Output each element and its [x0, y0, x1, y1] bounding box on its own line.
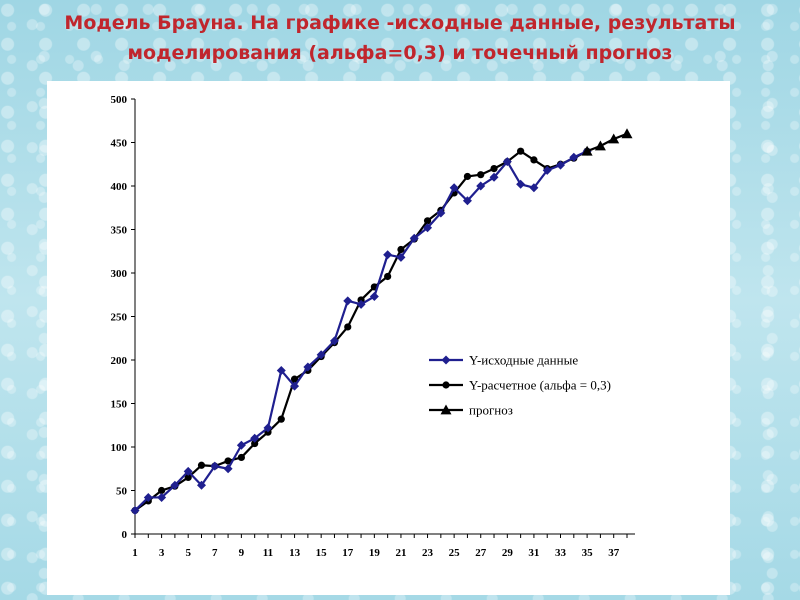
x-tick-label: 3 — [159, 547, 165, 559]
y-tick-label: 150 — [111, 399, 128, 411]
y-tick-label: 350 — [111, 225, 128, 237]
x-tick-label: 15 — [316, 547, 328, 559]
legend-label: Y-расчетное (альфа = 0,3) — [469, 378, 611, 393]
data-point-diamond — [157, 492, 167, 502]
x-tick-label: 23 — [422, 547, 434, 559]
data-point-circle — [384, 272, 392, 281]
x-tick-label: 21 — [395, 547, 406, 559]
data-point-diamond — [183, 466, 193, 476]
data-point-diamond — [436, 208, 446, 218]
data-point-circle — [157, 486, 166, 495]
y-tick-label: 100 — [111, 442, 128, 454]
data-point-triangle — [581, 145, 593, 156]
data-point-diamond — [383, 250, 393, 260]
series-line-0 — [134, 150, 588, 512]
x-tick-label: 5 — [185, 547, 191, 559]
data-point-diamond — [210, 461, 220, 471]
x-tick-label: 13 — [289, 547, 301, 559]
data-point-circle — [423, 217, 432, 225]
chart-panel: 0 50 100 150 200 250 300 350 400 450 500 1 3 5 7 9 11 13 1… — [47, 81, 730, 595]
data-point-triangle — [621, 128, 633, 139]
x-tick-label: 25 — [449, 547, 461, 559]
x-tick-label: 33 — [555, 547, 567, 559]
data-point-diamond — [196, 480, 206, 490]
slide-title: Модель Брауна. На графике -исходные данн… — [0, 8, 800, 68]
x-tick-label: 29 — [502, 547, 514, 559]
data-point-diamond — [476, 181, 486, 191]
data-point-diamond — [223, 464, 233, 474]
data-point-diamond — [542, 165, 552, 175]
data-point-diamond — [556, 160, 566, 170]
data-point-diamond — [489, 172, 499, 182]
data-point-diamond — [356, 299, 366, 309]
data-point-diamond — [329, 336, 339, 346]
data-point-diamond — [170, 480, 180, 490]
data-point-circle — [251, 439, 259, 448]
data-point-diamond — [369, 291, 379, 301]
data-point-diamond — [343, 296, 353, 306]
data-point-diamond — [502, 157, 512, 167]
y-tick-label: 500 — [111, 94, 128, 106]
series-line-1 — [134, 150, 588, 512]
data-point-diamond — [263, 423, 273, 433]
data-point-diamond — [276, 365, 286, 375]
title-line-2: моделирования (альфа=0,3) и точечный про… — [127, 42, 673, 64]
data-point-diamond — [569, 152, 579, 162]
x-tick-label: 17 — [342, 547, 354, 559]
data-point-circle — [517, 147, 525, 155]
data-point-diamond — [143, 492, 153, 502]
data-point-circle — [530, 156, 538, 164]
data-point-diamond — [130, 506, 140, 516]
y-tick-label: 450 — [111, 138, 128, 150]
x-tick-label: 11 — [263, 547, 273, 559]
title-line-1: Модель Брауна. На графике -исходные данн… — [64, 12, 736, 34]
data-point-triangle — [594, 140, 606, 151]
x-tick-label: 1 — [132, 547, 138, 559]
data-point-circle — [237, 453, 245, 462]
data-point-circle — [197, 461, 206, 469]
data-point-circle — [397, 245, 405, 254]
data-point-triangle — [608, 133, 620, 144]
legend-marker — [442, 381, 450, 389]
data-point-diamond — [303, 362, 313, 372]
x-tick-label: 19 — [369, 547, 381, 559]
data-point-circle — [490, 165, 498, 173]
legend-label: прогноз — [469, 403, 513, 418]
legend-marker — [440, 404, 452, 415]
y-tick-label: 250 — [111, 312, 128, 324]
data-point-diamond — [236, 440, 246, 450]
data-point-circle — [463, 172, 472, 181]
legend-marker — [441, 355, 451, 365]
data-point-circle — [277, 415, 285, 423]
x-tick-label: 31 — [528, 547, 539, 559]
data-point-diamond — [250, 433, 260, 443]
x-tick-label: 27 — [475, 547, 487, 559]
y-tick-label: 200 — [111, 355, 128, 367]
x-tick-label: 37 — [608, 547, 620, 559]
data-point-circle — [344, 323, 352, 331]
x-tick-label: 7 — [212, 547, 218, 559]
series-line-2 — [586, 132, 628, 153]
data-point-diamond — [449, 183, 459, 193]
y-tick-label: 400 — [111, 181, 128, 193]
data-point-diamond — [409, 233, 419, 243]
data-point-diamond — [516, 179, 526, 189]
y-tick-label: 50 — [116, 486, 128, 498]
data-point-diamond — [423, 223, 433, 233]
x-tick-label: 9 — [239, 547, 245, 559]
y-tick-label: 0 — [122, 529, 128, 541]
data-point-circle — [224, 457, 232, 465]
data-point-diamond — [316, 350, 326, 360]
data-point-diamond — [290, 381, 300, 391]
data-point-diamond — [529, 183, 539, 193]
y-tick-label: 300 — [111, 268, 128, 280]
data-point-circle — [184, 473, 192, 482]
data-point-diamond — [396, 252, 406, 262]
data-point-diamond — [462, 196, 472, 206]
data-point-circle — [477, 171, 485, 179]
legend-label: Y-исходные данные — [469, 353, 578, 368]
data-point-circle — [290, 375, 299, 383]
x-tick-label: 35 — [582, 547, 594, 559]
